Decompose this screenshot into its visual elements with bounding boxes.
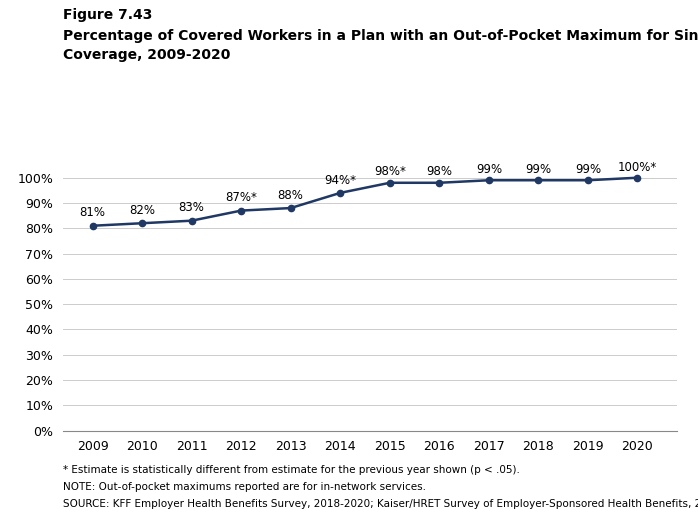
Text: Coverage, 2009-2020: Coverage, 2009-2020 [63,48,230,62]
Text: 99%: 99% [526,163,551,176]
Text: 88%: 88% [278,188,304,202]
Text: * Estimate is statistically different from estimate for the previous year shown : * Estimate is statistically different fr… [63,465,520,475]
Text: 99%: 99% [476,163,502,176]
Text: Percentage of Covered Workers in a Plan with an Out-of-Pocket Maximum for Single: Percentage of Covered Workers in a Plan … [63,29,698,43]
Text: 83%: 83% [179,202,205,214]
Text: Figure 7.43: Figure 7.43 [63,8,152,22]
Text: 87%*: 87%* [225,191,257,204]
Text: SOURCE: KFF Employer Health Benefits Survey, 2018-2020; Kaiser/HRET Survey of Em: SOURCE: KFF Employer Health Benefits Sur… [63,499,698,509]
Text: 81%: 81% [80,206,105,219]
Text: 98%*: 98%* [374,165,406,178]
Text: NOTE: Out-of-pocket maximums reported are for in-network services.: NOTE: Out-of-pocket maximums reported ar… [63,482,426,492]
Text: 94%*: 94%* [324,174,356,186]
Text: 99%: 99% [575,163,601,176]
Text: 82%: 82% [129,204,155,217]
Text: 100%*: 100%* [618,161,657,174]
Text: 98%: 98% [426,165,452,178]
